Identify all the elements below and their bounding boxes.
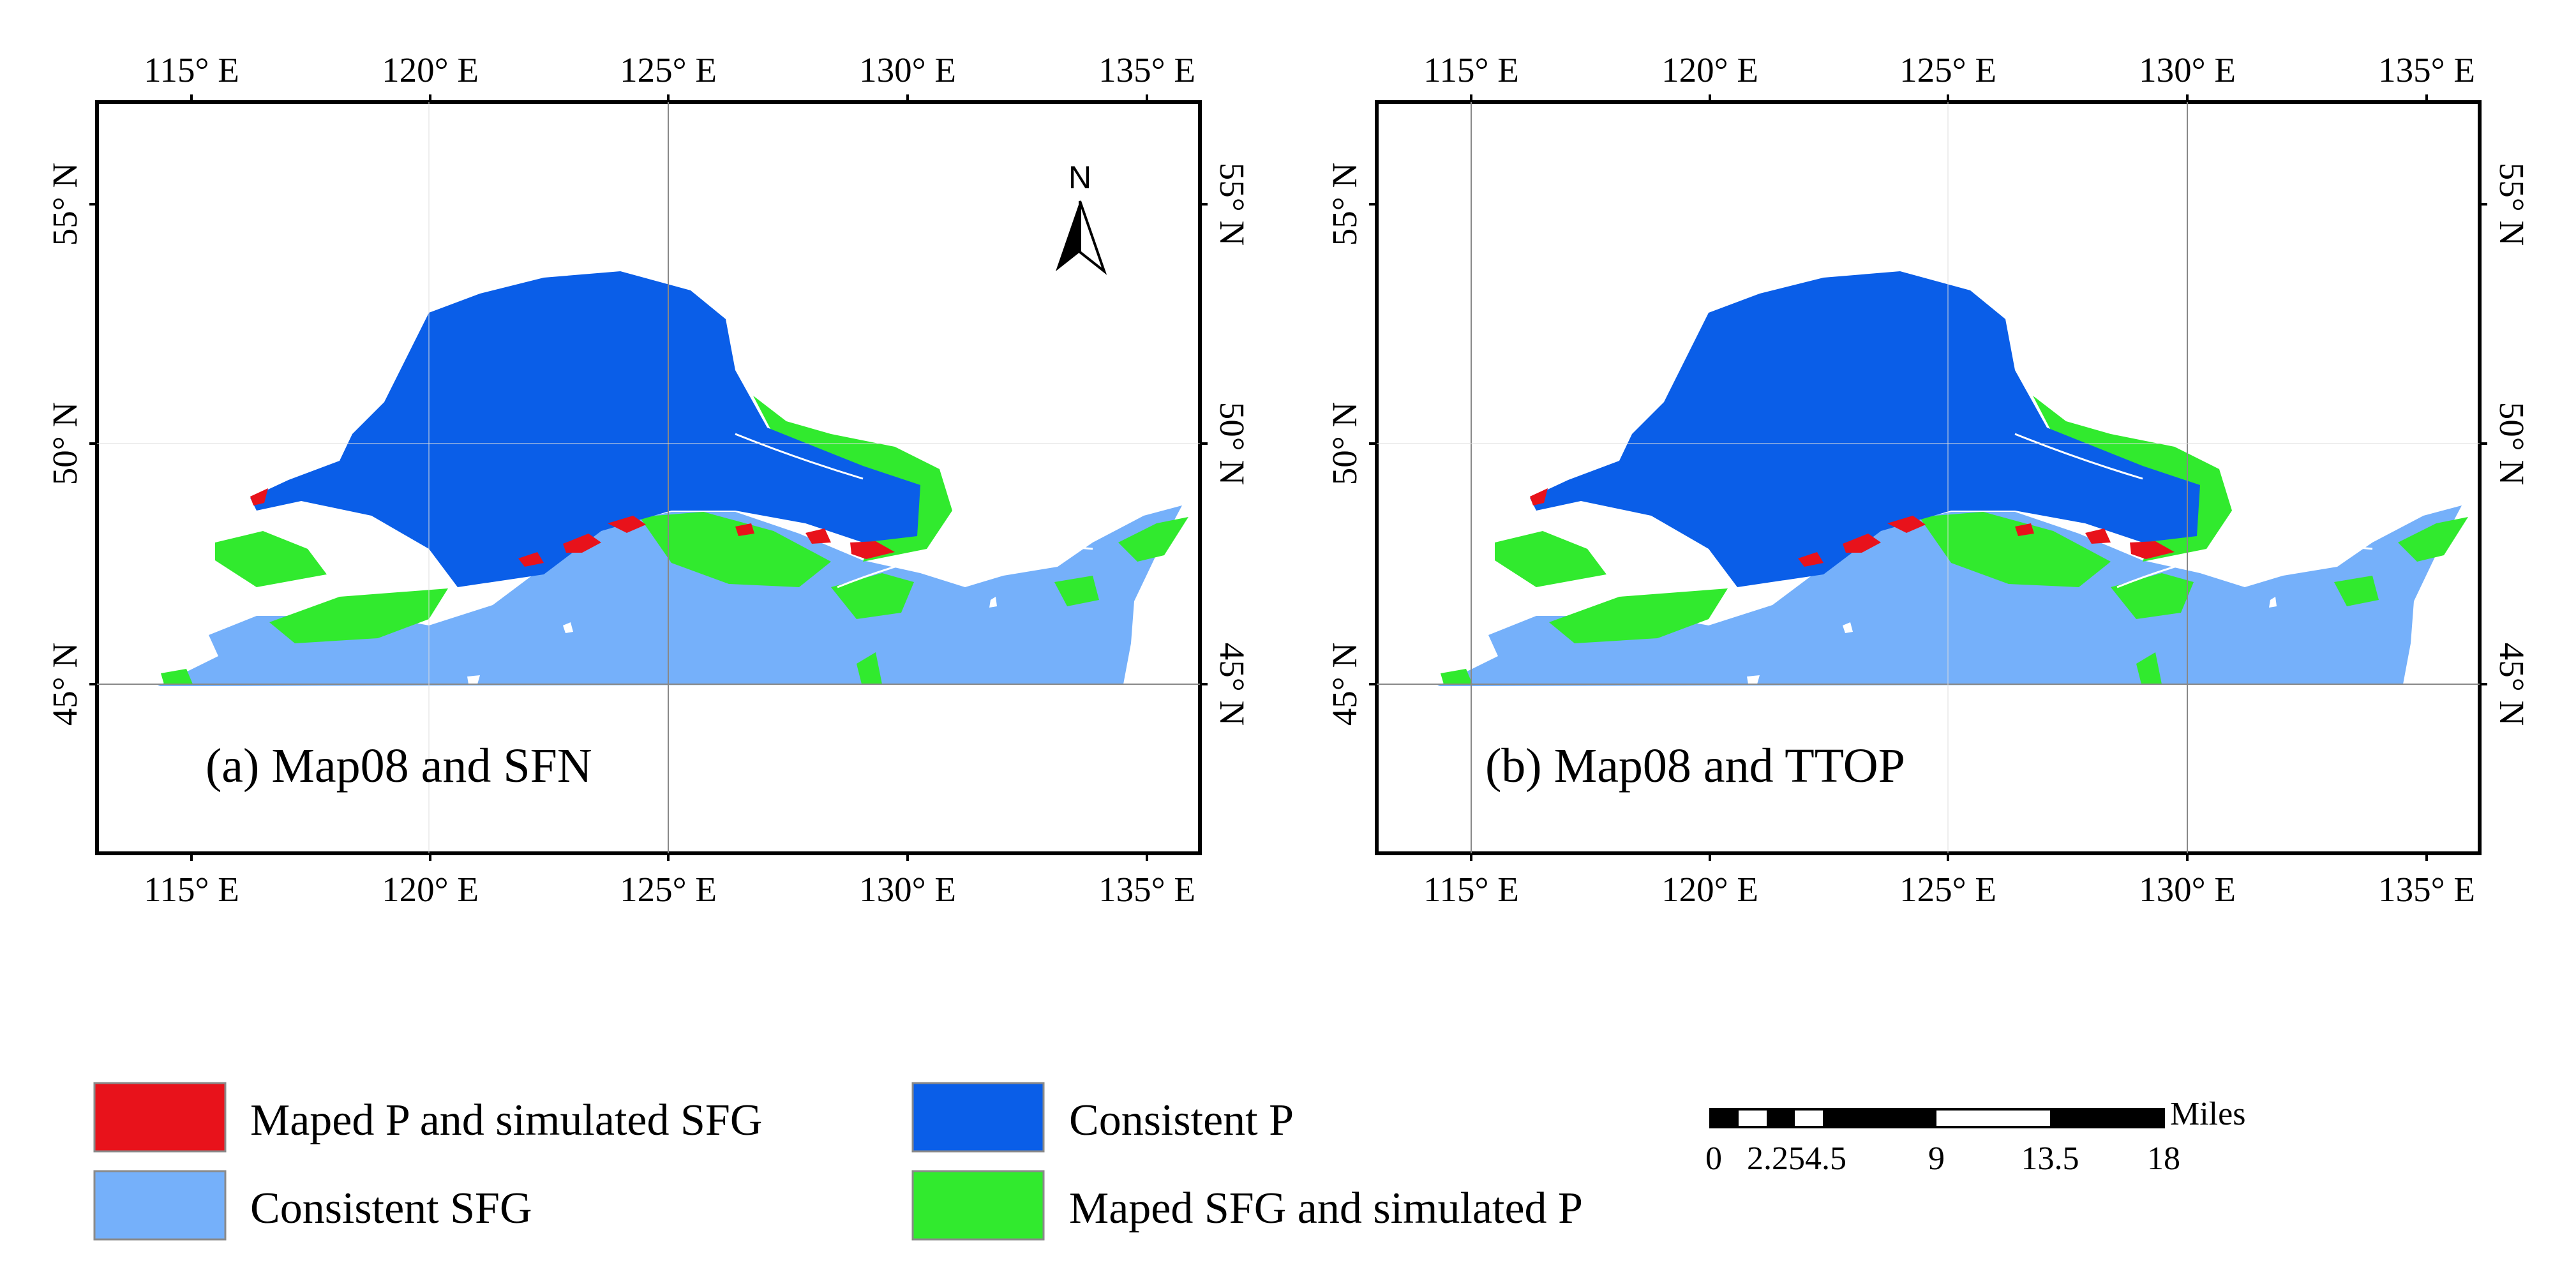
legend-label: Consistent P [1069,1096,1294,1145]
bottom-lon-label: 125° E [1899,870,1996,909]
right-lat-label: 45° N [1213,643,1252,726]
bottom-lon-label: 125° E [620,870,717,909]
bottom-lon-label: 135° E [2378,870,2475,909]
legend-item: Consistent P [911,1082,1294,1153]
left-lat-label: 55° N [45,163,84,246]
top-lon-label: 120° E [382,50,479,89]
bottom-ticks [1470,853,2428,861]
legend-swatch [911,1082,1045,1153]
top-ticks [1470,94,2428,102]
bottom-lon-label: 135° E [1098,870,1195,909]
top-lon-label: 135° E [1098,50,1195,89]
scale-bar: 0 2.254.5 9 13.5 18 Miles [1705,1096,2245,1177]
scale-unit: Miles [2170,1096,2245,1132]
bottom-ticks [190,853,1148,861]
right-lat-label: 55° N [1213,163,1252,246]
top-lon-label: 125° E [1899,50,1996,89]
graticule [97,102,1200,853]
graticule [1377,102,2480,853]
side-ticks [89,203,1208,685]
right-lat-label: 50° N [1213,402,1252,485]
north-arrow-icon: N [1056,160,1107,275]
bottom-lon-label: 130° E [859,870,956,909]
legend-swatch [911,1170,1045,1241]
bottom-lon-label: 115° E [144,870,239,909]
legend-swatch [93,1082,227,1153]
scale-label: 18 [2147,1141,2180,1177]
top-lon-label: 130° E [859,50,956,89]
right-lat-label: 50° N [2492,402,2531,485]
legend: Maped P and simulated SFG Consistent SFG… [93,1082,1583,1241]
left-lat-label: 50° N [45,402,84,485]
top-lon-label: 135° E [2378,50,2475,89]
top-lon-label: 115° E [144,50,239,89]
left-lat-label: 50° N [1325,402,1364,485]
bottom-lon-label: 120° E [382,870,479,909]
left-lat-label: 45° N [45,643,84,726]
right-lat-label: 55° N [2492,163,2531,246]
side-ticks [1369,203,2487,685]
map-panel-a: 115° E 120° E 125° E 130° E 135° E 115° … [45,50,1252,909]
left-lat-label: 55° N [1325,163,1364,246]
top-lon-label: 115° E [1423,50,1519,89]
top-ticks [190,94,1148,102]
scale-label: 9 [1928,1141,1945,1177]
legend-item: Maped P and simulated SFG [93,1082,762,1153]
legend-label: Maped P and simulated SFG [250,1096,762,1145]
svg-text:N: N [1068,160,1091,195]
top-lon-label: 130° E [2139,50,2236,89]
left-lat-label: 45° N [1325,643,1364,726]
top-lon-label: 125° E [620,50,717,89]
legend-label: Consistent SFG [250,1184,532,1233]
panel-title: (b) Map08 and TTOP [1485,739,1905,793]
map-panel-b: 115° E 120° E 125° E 130° E 135° E 115° … [1325,50,2531,909]
panel-title: (a) Map08 and SFN [206,739,592,793]
legend-label: Maped SFG and simulated P [1069,1184,1583,1233]
scale-label: 0 [1705,1141,1722,1177]
bottom-lon-label: 115° E [1423,870,1519,909]
bottom-lon-label: 130° E [2139,870,2236,909]
legend-swatch [93,1170,227,1241]
legend-item: Consistent SFG [93,1170,532,1241]
bottom-lon-label: 120° E [1661,870,1758,909]
right-lat-label: 45° N [2492,643,2531,726]
legend-item: Maped SFG and simulated P [911,1170,1583,1241]
top-lon-label: 120° E [1661,50,1758,89]
scale-label: 13.5 [2021,1141,2079,1177]
scale-label: 2.254.5 [1747,1141,1846,1177]
